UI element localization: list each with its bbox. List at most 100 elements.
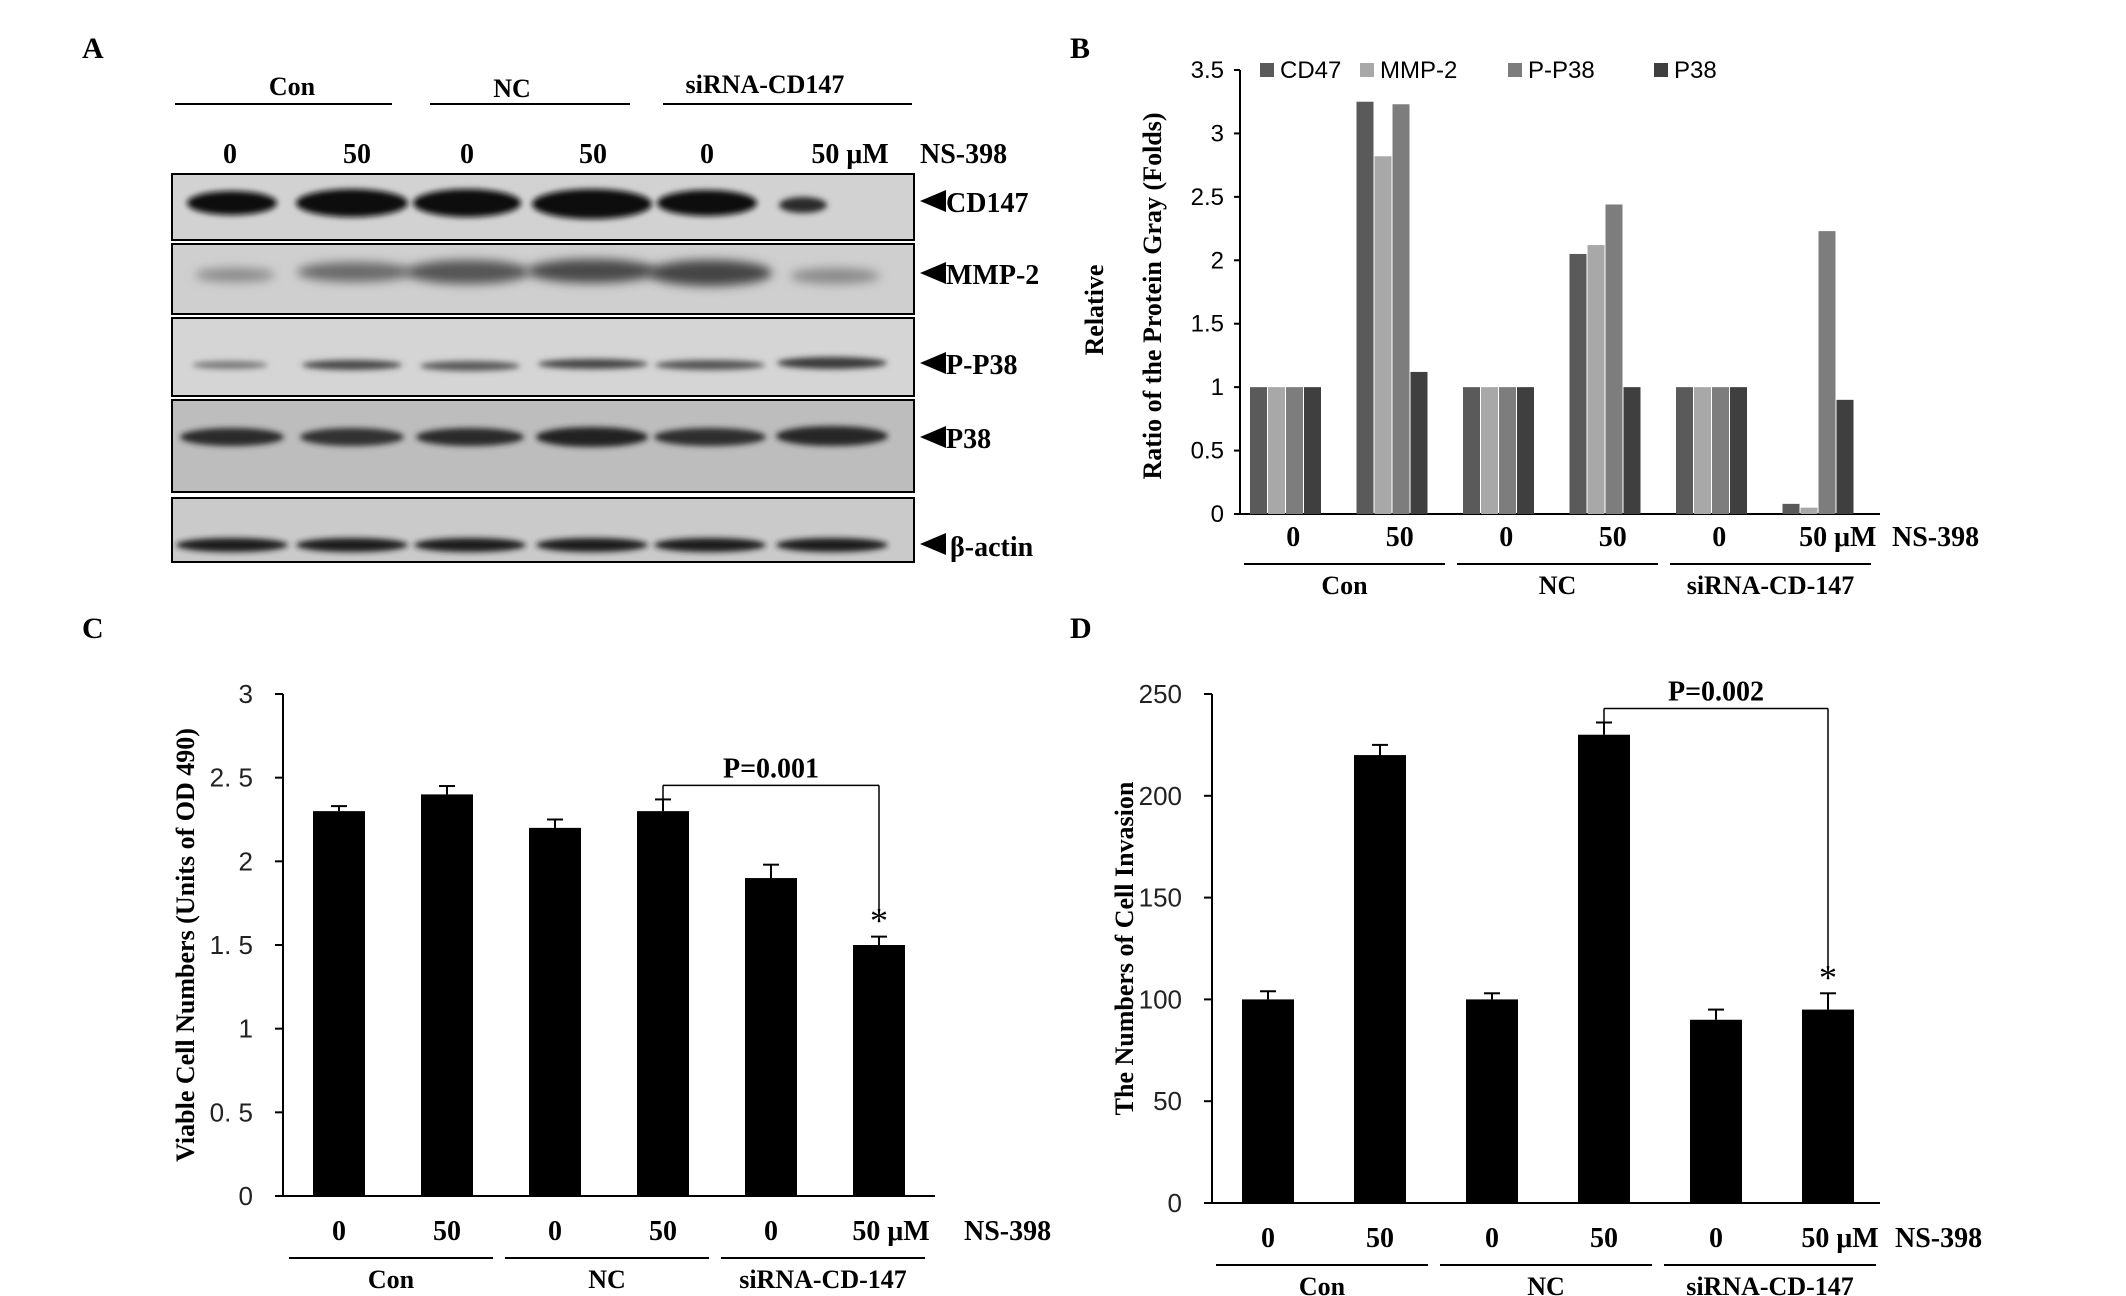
x-axis-suffix-label: NS-398 xyxy=(1892,522,1979,553)
bar-p38-4 xyxy=(1730,387,1747,514)
y-tick-label: 3 xyxy=(239,679,253,709)
panel-letter-d: D xyxy=(1070,612,1092,645)
bar-mmp-2-2 xyxy=(1481,387,1498,514)
x-tick-label-50um: 50 μM xyxy=(1801,1223,1878,1254)
panel-letter-b: B xyxy=(1070,32,1090,65)
y-tick-label: 50 xyxy=(1153,1086,1182,1116)
chart-panel-d: 0 50 100 150 200 250 P=0.002 * The Numbers of Ce… xyxy=(1110,677,1982,1296)
bar-mmp-2-4 xyxy=(1694,387,1711,514)
blot-strip-p-p38 xyxy=(171,317,915,397)
bar-1 xyxy=(1354,755,1406,1203)
bar-4 xyxy=(745,878,797,1196)
bar-cd47-3 xyxy=(1569,253,1587,514)
blot-lane-label-3: 0 xyxy=(460,139,474,170)
bar-cd47-0 xyxy=(1250,387,1267,514)
bar-3 xyxy=(637,811,689,1196)
significance-asterisk: * xyxy=(870,901,888,941)
bar-0 xyxy=(1242,999,1294,1203)
blot-label-beta-actin: β-actin xyxy=(950,532,1034,563)
bar-p38-3 xyxy=(1623,387,1641,514)
blot-strip-beta-actin xyxy=(171,497,915,563)
x-tick-label-50-nc: 50 xyxy=(1599,522,1627,553)
blot-label-p38: P38 xyxy=(946,424,991,455)
y-tick-label: 200 xyxy=(1139,781,1182,811)
blot-strip-cd147 xyxy=(171,173,915,241)
blot-strip-mmp2 xyxy=(171,243,915,315)
legend-label-p-p38: P-P38 xyxy=(1528,57,1595,84)
blot-label-cd147: CD147 xyxy=(946,188,1028,219)
significance-p-value: P=0.002 xyxy=(1668,677,1764,708)
bar-5 xyxy=(853,945,905,1196)
x-tick-label-0-sirna: 0 xyxy=(1709,1223,1723,1254)
x-tick-label-50um: 50 μM xyxy=(1799,522,1876,553)
bar-mmp-2-5 xyxy=(1800,507,1818,514)
blot-group-label-sirna: siRNA-CD147 xyxy=(686,70,845,99)
x-tick-label-0-sirna: 0 xyxy=(764,1216,778,1247)
y-tick-label: 1 xyxy=(1211,374,1224,401)
y-tick-label: 100 xyxy=(1139,984,1182,1014)
x-tick-label-50um: 50 μM xyxy=(852,1216,929,1247)
x-tick-label-0-nc: 0 xyxy=(548,1216,562,1247)
legend-label-p38: P38 xyxy=(1674,57,1717,84)
blot-lane-label-2: 50 xyxy=(343,139,371,170)
blot-label-mmp2: MMP-2 xyxy=(946,260,1039,291)
bar-4 xyxy=(1690,1019,1742,1203)
bar-p-p38-1 xyxy=(1392,104,1410,514)
bar-cd47-2 xyxy=(1463,387,1480,514)
blot-lane-label-5: 0 xyxy=(700,139,714,170)
bar-cd47-5 xyxy=(1782,503,1800,514)
bar-p-p38-4 xyxy=(1712,387,1729,514)
y-axis-label: The Numbers of Cell Invasion xyxy=(1110,781,1139,1115)
x-axis-suffix-label: NS-398 xyxy=(1895,1223,1982,1254)
legend-swatch-cd47 xyxy=(1260,63,1274,77)
y-tick-label: 0.5 xyxy=(1191,438,1224,465)
group-label-con: Con xyxy=(1299,1272,1346,1296)
legend-label-mmp-2: MMP-2 xyxy=(1380,57,1457,84)
bar-mmp-2-0 xyxy=(1268,387,1285,514)
y-tick-label: 0. 5 xyxy=(210,1097,253,1127)
arrow-icon-mmp2 xyxy=(920,262,946,284)
y-tick-label: 1. 5 xyxy=(210,930,253,960)
group-label-sirna: siRNA-CD-147 xyxy=(739,1265,907,1294)
legend-swatch-p38 xyxy=(1654,63,1668,77)
bar-mmp-2-1 xyxy=(1374,156,1392,514)
y-tick-label: 0 xyxy=(239,1181,253,1211)
bar-p38-5 xyxy=(1836,399,1854,514)
chart-panel-b: 0 0.5 1 1.5 2 2.5 3 3.5 CD47 MMP-2 P-P38 P38 Relativ… xyxy=(1080,57,1979,600)
bar-mmp-2-3 xyxy=(1587,245,1605,514)
y-tick-label: 1 xyxy=(239,1014,253,1044)
y-tick-label: 3 xyxy=(1211,120,1224,147)
x-axis-suffix-label: NS-398 xyxy=(964,1216,1051,1247)
arrow-icon-beta-actin xyxy=(920,533,946,555)
panel-letter-c: C xyxy=(82,612,104,645)
bar-cd47-4 xyxy=(1676,387,1693,514)
group-label-sirna: siRNA-CD-147 xyxy=(1686,1272,1854,1296)
x-tick-label-0-nc: 0 xyxy=(1485,1223,1499,1254)
y-tick-label: 2 xyxy=(239,846,253,876)
bar-5 xyxy=(1802,1009,1854,1203)
group-label-nc: NC xyxy=(588,1265,626,1294)
x-tick-label-0-sirna: 0 xyxy=(1712,522,1726,553)
group-label-sirna: siRNA-CD-147 xyxy=(1687,571,1855,600)
arrow-icon-p38 xyxy=(920,426,946,448)
blot-lane-label-6: 50 μM xyxy=(811,139,888,170)
x-tick-label-50: 50 xyxy=(433,1216,461,1247)
group-label-con: Con xyxy=(1321,571,1368,600)
bar-p-p38-2 xyxy=(1499,387,1516,514)
blot-lane-label-4: 50 xyxy=(579,139,607,170)
significance-p-value: P=0.001 xyxy=(723,753,819,784)
bar-3 xyxy=(1578,734,1630,1203)
blot-group-label-nc: NC xyxy=(493,74,531,103)
legend-swatch-p-p38 xyxy=(1508,63,1522,77)
group-label-con: Con xyxy=(368,1265,415,1294)
y-axis-label: Viable Cell Numbers (Units of OD 490) xyxy=(171,728,200,1162)
y-tick-label: 150 xyxy=(1139,883,1182,913)
y-axis-label-line2: Ratio of the Protein Gray (Folds) xyxy=(1138,112,1167,479)
bar-p-p38-3 xyxy=(1605,204,1623,514)
bar-2 xyxy=(529,827,581,1196)
blot-strip-p38 xyxy=(171,399,915,493)
bar-p38-2 xyxy=(1517,387,1534,514)
y-tick-label: 2.5 xyxy=(1191,184,1224,211)
x-tick-label-0: 0 xyxy=(332,1216,346,1247)
group-label-nc: NC xyxy=(1527,1272,1565,1296)
